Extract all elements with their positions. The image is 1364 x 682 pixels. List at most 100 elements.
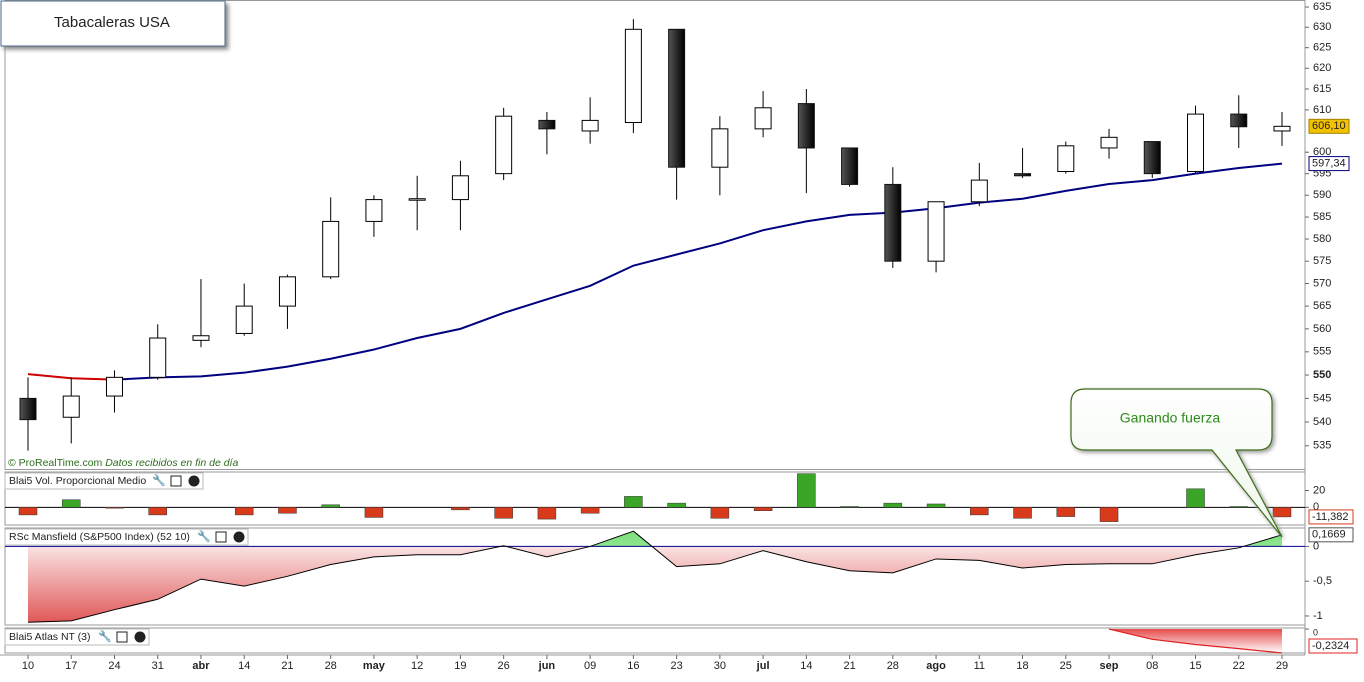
last-price-box (1308, 118, 1350, 134)
y-tick-label: 610 (1313, 104, 1331, 116)
volume-bar (1056, 507, 1076, 517)
candle-body (1014, 173, 1032, 177)
candle-body (927, 201, 945, 262)
candle-body (495, 115, 513, 175)
volume-bar (1099, 507, 1119, 522)
x-tick-label: 18 (1016, 660, 1028, 672)
candle-body (1230, 113, 1248, 128)
last-price: 606,10 (1312, 120, 1346, 132)
y-tick-label: 550 (1313, 369, 1331, 381)
volume-bar (494, 507, 513, 519)
close-icon[interactable] (233, 531, 245, 543)
close-icon[interactable] (188, 475, 200, 487)
candle-body (408, 198, 426, 201)
volume-bar (1186, 488, 1205, 508)
x-tick-label: sep (1100, 660, 1119, 672)
volume-header: Blai5 Vol. Proporcional Medio 🔧 (4, 472, 204, 490)
candle-body (105, 376, 123, 397)
atlas-panel (4, 627, 1306, 654)
volume-bar (105, 507, 124, 509)
candle-body (1143, 141, 1161, 175)
volume-bar (753, 507, 773, 511)
header-box (4, 528, 249, 546)
volume-bar (234, 507, 254, 516)
x-tick-label: may (363, 660, 386, 672)
atlas-header: Blai5 Atlas NT (3) 🔧 (4, 628, 150, 646)
volume-bar (970, 507, 989, 516)
rsc-header: RSc Mansfield (S&P500 Index) (52 10) 🔧 (4, 528, 249, 546)
volume-name: Blai5 Vol. Proporcional Medio (9, 475, 146, 487)
atlas-last: -0,2324 (1312, 640, 1349, 652)
atlas-line (1108, 628, 1283, 654)
y-tick-label: 555 (1313, 346, 1331, 358)
volume-bar (883, 502, 903, 508)
x-tick-label: 25 (1060, 660, 1072, 672)
window-icon[interactable] (116, 631, 128, 643)
x-tick-label: jun (538, 660, 556, 672)
x-tick-label: 30 (714, 660, 726, 672)
y-tick-label: -0,5 (1313, 575, 1332, 587)
y-tick-label: 20 (1313, 484, 1325, 496)
ma-last-box (1308, 156, 1350, 172)
candle-body (62, 395, 80, 418)
volume-bar (61, 499, 81, 508)
watermark-note: Datos recibidos en fin de día (105, 457, 238, 469)
close-icon[interactable] (134, 631, 146, 643)
volume-bar (710, 507, 730, 519)
volume-bar (1013, 507, 1032, 519)
watermark: © ProRealTime.com Datos recibidos en fin… (8, 457, 238, 469)
candle-body (19, 397, 37, 421)
x-tick-label: 21 (843, 660, 855, 672)
icons[interactable]: 🔧 (98, 629, 112, 643)
x-tick-label: 28 (325, 660, 337, 672)
candle-body (970, 179, 988, 203)
atlas-last-box (1308, 638, 1358, 654)
rsc-line (27, 530, 1283, 623)
candle-body (1273, 125, 1291, 132)
x-tick-label: 14 (238, 660, 250, 672)
y-tick-label: 0 (1313, 501, 1319, 513)
x-tick-label: 09 (584, 660, 596, 672)
candle-body (192, 335, 210, 341)
volume-bar (667, 502, 686, 508)
candle-body (149, 337, 167, 378)
x-tick-label: 08 (1146, 660, 1158, 672)
icons[interactable]: 🔧 (152, 473, 166, 487)
candle-body (797, 103, 815, 149)
volume-bar (321, 504, 340, 508)
x-tick-label: 31 (152, 660, 164, 672)
x-tick-label: 17 (65, 660, 77, 672)
candle-body (365, 199, 383, 222)
y-tick-label: 560 (1313, 323, 1331, 335)
y-tick-label: 620 (1313, 62, 1331, 74)
candle-body (451, 175, 469, 201)
y-tick-label: 580 (1313, 233, 1331, 245)
volume-bar (537, 507, 557, 520)
candle-body (1100, 136, 1118, 149)
y-tick-label: 565 (1313, 300, 1331, 312)
x-tick-label: 24 (108, 660, 120, 672)
volume-bar (1229, 506, 1249, 508)
x-tick-label: 14 (800, 660, 812, 672)
icons[interactable]: 🔧 (197, 529, 211, 543)
y-tick-label: 585 (1313, 211, 1331, 223)
y-tick-label: 615 (1313, 83, 1331, 95)
x-tick-label: jul (756, 660, 770, 672)
window-icon[interactable] (215, 531, 227, 543)
x-tick-label: 26 (498, 660, 510, 672)
x-tick-label: abr (192, 660, 210, 672)
volume-bar (1272, 507, 1292, 518)
rsc-name: RSc Mansfield (S&P500 Index) (52 10) (9, 531, 190, 543)
candle-body (754, 107, 772, 130)
y-tick-label: 0 (1313, 627, 1318, 637)
y-tick-label: 630 (1313, 21, 1331, 33)
y-tick-label: 590 (1313, 189, 1331, 201)
candle-body (235, 305, 253, 334)
window-icon[interactable] (170, 475, 182, 487)
x-tick-label: ago (926, 660, 946, 672)
x-tick-label: 21 (281, 660, 293, 672)
y-tick-label: -1 (1313, 610, 1323, 622)
title-box (0, 0, 226, 47)
candle-body (581, 119, 599, 132)
